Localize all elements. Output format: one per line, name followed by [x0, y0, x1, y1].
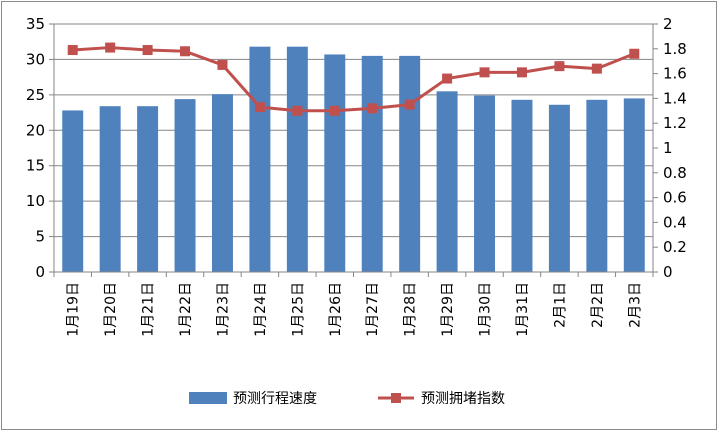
bar-2月2日: [586, 99, 608, 273]
bar-1月19日: [62, 110, 84, 273]
y-right-tick-label: 0.6: [663, 189, 687, 207]
y-left-tick-label: 20: [26, 121, 45, 139]
line-point-1月25日: [292, 105, 303, 116]
bar-series: [62, 46, 645, 273]
line-path: [72, 46, 635, 113]
line-point-1月20日: [105, 42, 116, 53]
x-tick-label: 1月30日: [478, 282, 494, 337]
line-point-2月3日: [629, 48, 640, 59]
x-tick-label: 2月1日: [552, 282, 568, 328]
line-point-1月23日: [217, 59, 228, 70]
y-left-tick-label: 15: [26, 157, 45, 175]
legend-swatch-marker: [391, 393, 401, 403]
line-series: [67, 42, 640, 116]
bar-1月22日: [174, 99, 196, 272]
line-point-1月27日: [367, 103, 378, 114]
x-tick-label: 1月24日: [253, 282, 269, 337]
y-left-tick-label: 0: [35, 263, 45, 281]
legend-label-bar: 预测行程速度: [233, 391, 317, 407]
y-right-tick-label: 0.2: [663, 238, 687, 256]
y-right-tick-label: 1.6: [663, 65, 687, 83]
line-point-1月29日: [442, 73, 453, 84]
bar-1月25日: [286, 46, 308, 272]
line-point-1月22日: [180, 46, 191, 57]
x-tick-label: 1月29日: [440, 282, 456, 337]
y-right-tick-label: 0.8: [663, 164, 687, 182]
bar-1月21日: [137, 106, 159, 273]
y-right-tick-label: 1: [663, 139, 673, 157]
bar-1月20日: [99, 106, 121, 273]
line-point-1月26日: [329, 105, 340, 116]
bar-1月31日: [511, 99, 533, 273]
y-left-tick-label: 30: [26, 50, 45, 68]
x-tick-label: 1月22日: [178, 282, 194, 337]
legend: 预测行程速度 预测拥堵指数: [189, 391, 505, 407]
bar-1月29日: [436, 91, 458, 272]
y-right-tick-label: 0.4: [663, 213, 687, 231]
bar-2月1日: [548, 104, 570, 272]
y-right-tick-label: 1.8: [663, 40, 687, 58]
bar-1月24日: [249, 46, 271, 272]
y-right-tick-label: 1.2: [663, 114, 687, 132]
line-point-2月1日: [554, 61, 565, 72]
bar-2月3日: [623, 98, 645, 273]
line-point-1月28日: [404, 99, 415, 110]
bar-1月27日: [361, 55, 383, 273]
bar-1月30日: [474, 95, 496, 273]
line-point-1月21日: [142, 45, 153, 56]
line-point-1月31日: [516, 67, 527, 78]
bar-1月28日: [399, 55, 421, 273]
line-point-1月19日: [67, 45, 78, 56]
line-point-1月30日: [479, 67, 490, 78]
x-tick-label: 1月19日: [66, 282, 82, 337]
axes: [49, 23, 658, 277]
tick-labels: 0 5 10 15 20 25 30 35 0 0.2 0.4 0.6 0.8 1 1.2 1.4 1.6 1.8…: [26, 15, 687, 337]
x-tick-label: 1月31日: [515, 282, 531, 337]
x-tick-label: 1月23日: [215, 282, 231, 337]
x-tick-label: 1月20日: [103, 282, 119, 337]
y-left-tick-label: 5: [35, 228, 45, 246]
bar-1月26日: [324, 54, 346, 273]
x-tick-label: 2月2日: [590, 282, 606, 328]
y-left-tick-label: 35: [26, 15, 45, 33]
line-point-2月2日: [591, 63, 602, 74]
x-tick-label: 1月25日: [290, 282, 306, 337]
x-tick-label: 2月3日: [627, 282, 643, 328]
x-tick-label: 1月28日: [403, 282, 419, 337]
x-tick-label: 1月21日: [141, 282, 157, 337]
y-left-tick-label: 10: [26, 192, 45, 210]
legend-swatch-bar: [189, 392, 227, 404]
y-right-tick-label: 0: [663, 263, 673, 281]
x-tick-label: 1月27日: [365, 282, 381, 337]
legend-label-line: 预测拥堵指数: [421, 391, 505, 407]
y-right-tick-label: 1.4: [663, 89, 687, 107]
bar-1月23日: [211, 94, 233, 272]
line-point-1月24日: [254, 102, 265, 113]
y-right-tick-label: 2: [663, 15, 673, 33]
y-left-tick-label: 25: [26, 86, 45, 104]
x-tick-label: 1月26日: [328, 282, 344, 337]
